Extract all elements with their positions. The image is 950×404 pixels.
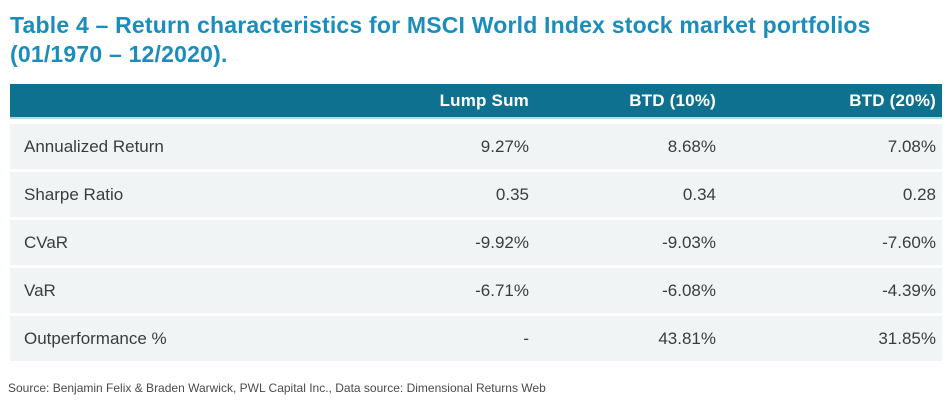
cell-value: 0.28	[902, 184, 936, 204]
cell-value: -9.03%	[662, 232, 716, 252]
table-row: Annualized Return 9.27% 8.68% 7.08%	[10, 124, 942, 169]
header-cell-btd-20: BTD (20%)	[849, 90, 936, 110]
cell-value: -7.60%	[882, 232, 936, 252]
returns-table: Lump Sum BTD (10%) BTD (20%) Annualized …	[10, 84, 942, 361]
cell-value: 0.34	[682, 184, 716, 204]
header-cell-btd-10: BTD (10%)	[629, 90, 716, 110]
cell-value: 8.68%	[667, 136, 716, 156]
table-title: Table 4 – Return characteristics for MSC…	[10, 11, 940, 69]
table-row: VaR -6.71% -6.08% -4.39%	[10, 268, 942, 313]
table-row: CVaR -9.92% -9.03% -7.60%	[10, 220, 942, 265]
cell-value: 7.08%	[887, 136, 936, 156]
cell-value: -6.71%	[475, 280, 529, 300]
row-label: Outperformance %	[24, 328, 167, 348]
cell-value: -9.92%	[475, 232, 529, 252]
cell-value: 9.27%	[480, 136, 529, 156]
table-header-row: Lump Sum BTD (10%) BTD (20%)	[10, 84, 942, 119]
cell-value: 43.81%	[658, 328, 716, 348]
table-row: Sharpe Ratio 0.35 0.34 0.28	[10, 172, 942, 217]
table-row: Outperformance % - 43.81% 31.85%	[10, 316, 942, 361]
row-label: Sharpe Ratio	[24, 184, 124, 204]
cell-value: -	[523, 328, 529, 348]
cell-value: -4.39%	[882, 280, 936, 300]
cell-value: 0.35	[495, 184, 529, 204]
row-label: CVaR	[24, 232, 69, 252]
table-body: Annualized Return 9.27% 8.68% 7.08% Shar…	[10, 124, 942, 361]
table-title-line1: Table 4 – Return characteristics for MSC…	[10, 12, 871, 38]
cell-value: 31.85%	[878, 328, 936, 348]
row-label: Annualized Return	[24, 136, 164, 156]
cell-value: -6.08%	[662, 280, 716, 300]
row-label: VaR	[24, 280, 56, 300]
header-cell-lump-sum: Lump Sum	[439, 90, 529, 110]
table-title-line2: (01/1970 – 12/2020).	[10, 41, 228, 67]
source-note: Source: Benjamin Felix & Braden Warwick,…	[8, 381, 546, 395]
